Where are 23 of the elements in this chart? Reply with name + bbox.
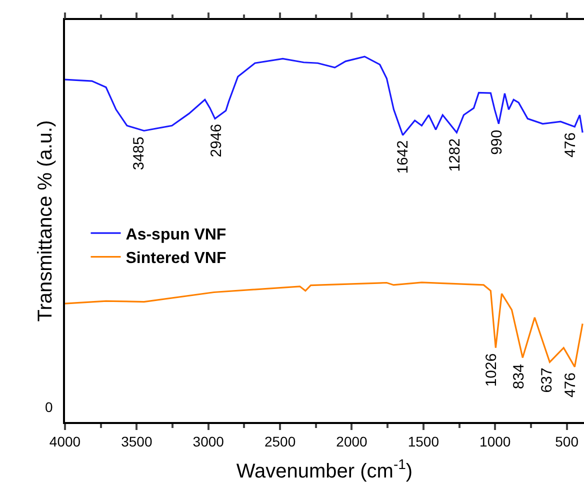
annotation: 990 — [488, 130, 506, 155]
annotation: 1282 — [446, 138, 464, 172]
annotation: 834 — [510, 364, 528, 390]
annotation: 476 — [562, 132, 580, 158]
annotation: 1026 — [483, 353, 500, 387]
annotation: 637 — [538, 368, 556, 393]
x-tick-label: 3500 — [121, 434, 152, 450]
x-tick-label: 500 — [555, 434, 579, 450]
annotation: 2946 — [208, 124, 225, 158]
x-tick-label: 1500 — [408, 434, 440, 450]
x-tick-label: 2000 — [336, 434, 368, 450]
x-tick-label: 3000 — [192, 434, 224, 450]
y-axis-title: Transmittance % (a.u.) — [34, 120, 56, 322]
x-axis-title: Wavenumber (cm$^{-1}$) — [236, 456, 413, 483]
annotation: 476 — [562, 372, 579, 398]
text: 0 — [45, 399, 53, 415]
x-tick-label: 1000 — [480, 434, 511, 450]
x-tick-label: 4000 — [49, 434, 81, 450]
annotation: 1642 — [394, 140, 412, 174]
legend-label: As-spun VNF — [126, 226, 226, 244]
x-tick-label: 2500 — [264, 434, 296, 450]
legend-label: Sintered VNF — [126, 250, 226, 268]
annotation: 3485 — [130, 136, 148, 170]
